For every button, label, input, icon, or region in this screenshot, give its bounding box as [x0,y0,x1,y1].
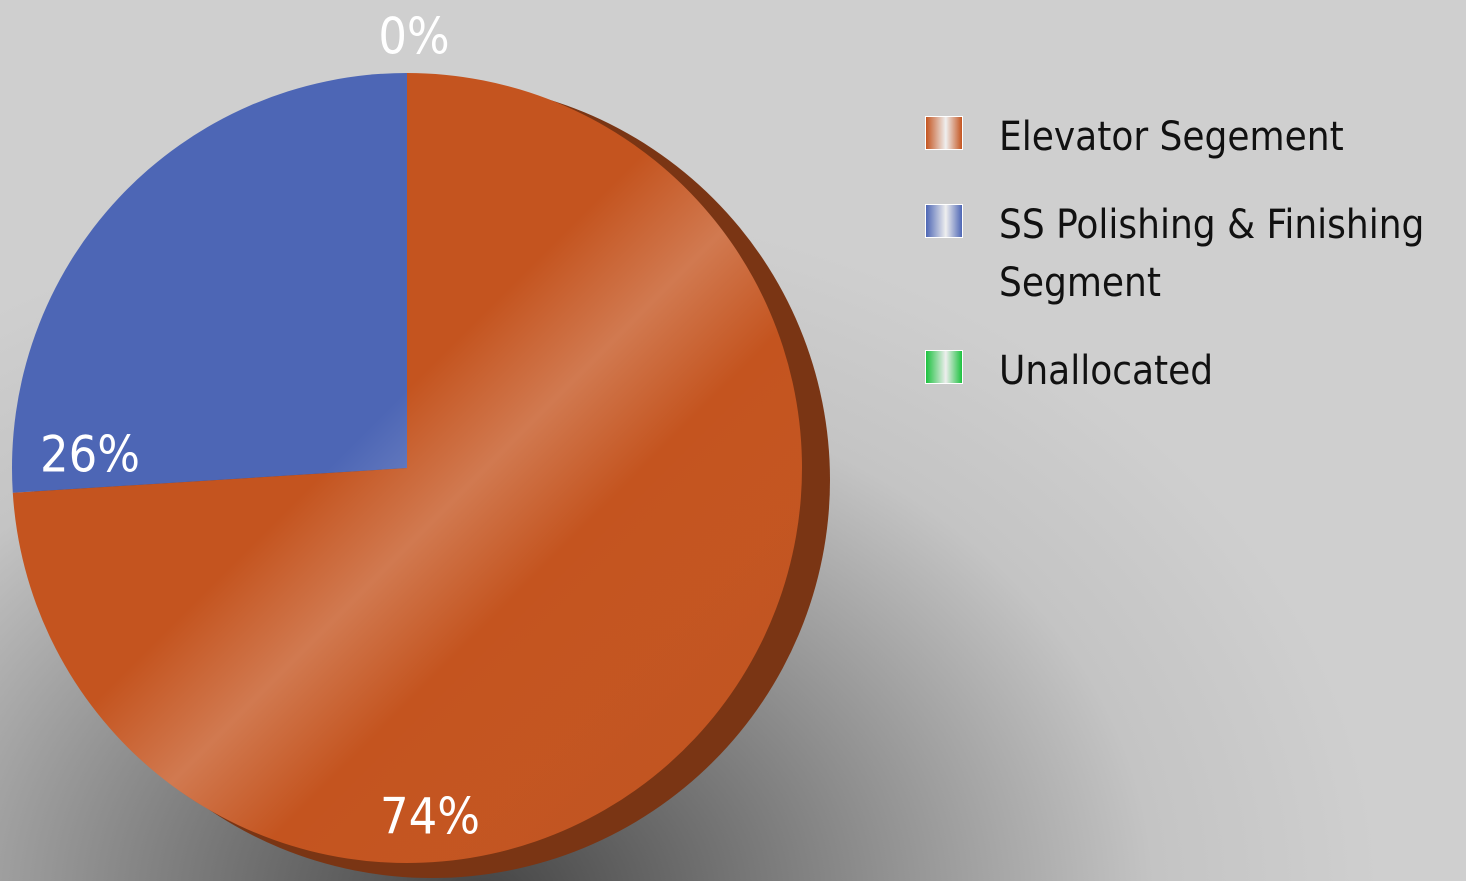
legend-swatch [925,204,963,238]
value-label: 74% [380,788,480,846]
legend: Elevator Segement SS Polishing & Finishin… [925,108,1465,430]
legend-item: SS Polishing & Finishing Segment [925,196,1465,312]
value-label: 0% [378,8,449,66]
legend-label: SS Polishing & Finishing Segment [999,202,1425,306]
legend-label: Elevator Segement [999,114,1344,160]
legend-item: Unallocated [925,342,1465,400]
value-labels: 74% 26% 0% [40,8,480,846]
legend-item: Elevator Segement [925,108,1465,166]
value-label: 26% [40,426,140,484]
legend-swatch [925,350,963,384]
legend-swatch [925,116,963,150]
legend-label: Unallocated [999,348,1214,394]
